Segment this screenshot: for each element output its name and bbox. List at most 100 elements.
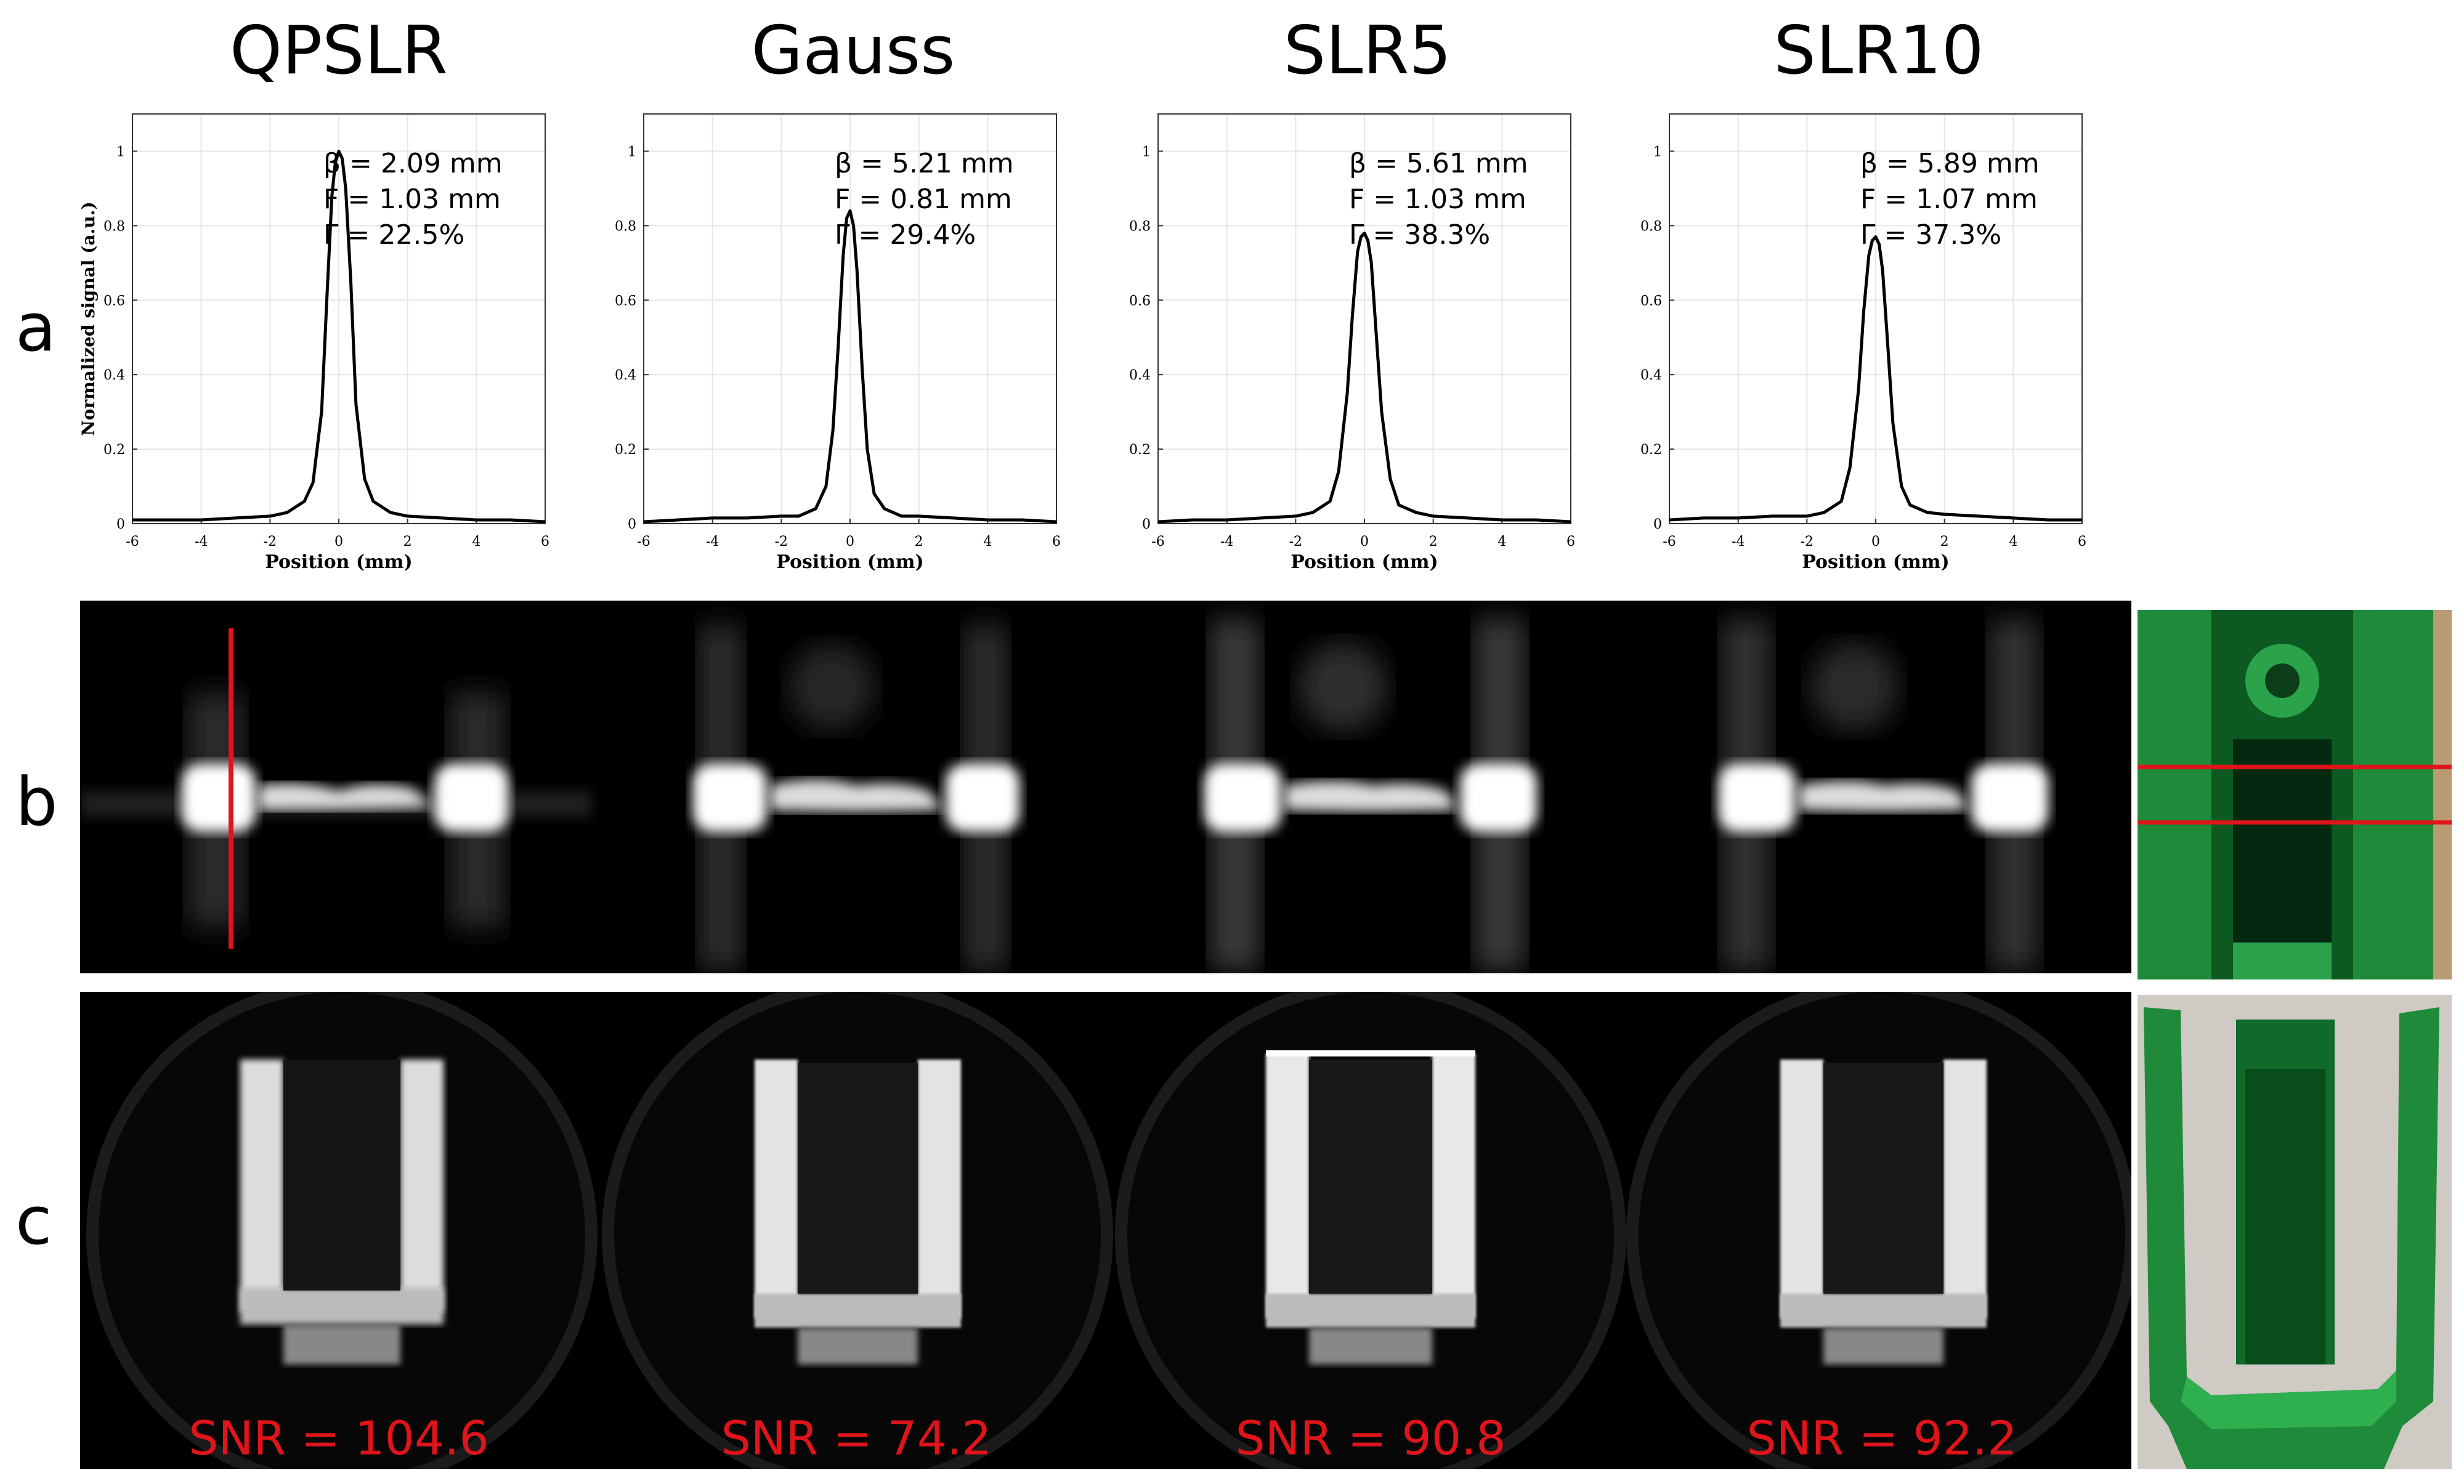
x-tick-label: -2: [264, 534, 277, 549]
y-tick-label: 0: [1653, 517, 1662, 532]
row-label-a: a: [15, 290, 57, 367]
x-tick-label: 6: [541, 534, 549, 549]
x-tick-label: 2: [403, 534, 412, 549]
y-tick-label: 0.8: [103, 219, 125, 234]
image-c-gauss: [602, 992, 1113, 1469]
snr-label-slr5: SNR = 90.8: [1235, 1411, 1506, 1466]
y-tick-label: 0.2: [1640, 442, 1662, 458]
y-axis-label: Normalized signal (a.u.): [78, 201, 99, 436]
annotation-text: F = 1.03 mm: [1349, 184, 1526, 215]
x-tick-label: 4: [983, 534, 992, 549]
annotation-text: Γ = 29.4%: [835, 219, 976, 251]
y-tick-label: 0.6: [1129, 293, 1151, 309]
snr-label-slr10: SNR = 92.2: [1746, 1411, 2017, 1466]
annotation-text: F = 1.07 mm: [1860, 184, 2038, 215]
column-title-gauss: Gauss: [751, 12, 955, 89]
x-tick-label: 0: [334, 534, 343, 549]
y-tick-label: 0: [116, 517, 125, 532]
y-tick-label: 0.6: [103, 293, 125, 309]
annotation-text: Γ = 22.5%: [323, 219, 464, 251]
annotation-text: β = 2.09 mm: [323, 148, 503, 179]
annotation-text: Γ = 38.3%: [1349, 219, 1490, 251]
x-tick-label: -2: [1801, 534, 1814, 549]
phantom-section-photo: [2138, 995, 2452, 1469]
x-tick-label: 2: [1429, 534, 1438, 549]
annotation-text: β = 5.21 mm: [835, 148, 1014, 179]
column-title-slr5: SLR5: [1283, 12, 1452, 89]
slice-profile-images: [80, 619, 2048, 970]
y-tick-label: 0: [1142, 517, 1151, 532]
y-tick-label: 1: [1142, 144, 1151, 160]
snr-label-qpslr: SNR = 104.6: [188, 1411, 489, 1466]
plot-2: -6 -4 -2 0 2 4 6 0 0.2 0.4 0.6 0.8 1 Position (mm) β =…: [1129, 113, 1575, 573]
annotation-text: β = 5.61 mm: [1349, 148, 1528, 179]
profile-curve: [132, 150, 546, 524]
x-tick-label: 2: [1940, 534, 1949, 549]
y-tick-label: 0.8: [1129, 219, 1151, 234]
axial-images: [86, 992, 2131, 1469]
y-tick-label: 0.2: [103, 442, 125, 458]
x-tick-label: -4: [195, 534, 208, 549]
y-tick-label: 1: [628, 144, 636, 160]
y-tick-label: 0.6: [615, 293, 636, 309]
slice-profile-plots: -6 -4 -2 0 2 4 6 0 0.2 0.4 0.6 0.8 1 Position (mm) Nor…: [78, 113, 2086, 573]
y-tick-label: 1: [1653, 144, 1662, 160]
x-tick-label: 4: [1497, 534, 1506, 549]
y-tick-label: 0.4: [615, 368, 636, 383]
x-axis-label: Position (mm): [776, 551, 923, 573]
image-c-slr10: [1626, 992, 2131, 1469]
y-tick-label: 1: [116, 144, 125, 160]
y-tick-label: 0.6: [1640, 293, 1662, 309]
x-tick-label: 2: [915, 534, 923, 549]
y-tick-label: 0: [628, 517, 636, 532]
x-tick-label: -2: [775, 534, 788, 549]
plot-1: -6 -4 -2 0 2 4 6 0 0.2 0.4 0.6 0.8 1 Position (mm) β =…: [615, 113, 1061, 573]
image-b-qpslr: [80, 628, 591, 949]
axial-image-strip: [80, 992, 2131, 1469]
x-tick-label: -2: [1289, 534, 1302, 549]
annotation-text: β = 5.89 mm: [1860, 148, 2040, 179]
plot-3: -6 -4 -2 0 2 4 6 0 0.2 0.4 0.6 0.8 1 Position (mm) β =…: [1640, 113, 2086, 573]
x-tick-label: -4: [1732, 534, 1745, 549]
y-tick-label: 0.2: [615, 442, 636, 458]
image-b-gauss: [693, 625, 1019, 970]
column-title-slr10: SLR10: [1773, 12, 1984, 89]
annotation-text: F = 1.03 mm: [323, 184, 501, 215]
x-tick-label: -4: [706, 534, 719, 549]
plot-0: -6 -4 -2 0 2 4 6 0 0.2 0.4 0.6 0.8 1 Position (mm) Nor…: [78, 113, 549, 573]
x-axis-label: Position (mm): [1802, 551, 1949, 573]
annotation-text: F = 0.81 mm: [835, 184, 1012, 215]
slice-profile-image-strip: [80, 601, 2131, 973]
x-tick-label: 4: [2009, 534, 2017, 549]
x-tick-label: 0: [1360, 534, 1369, 549]
y-tick-label: 0.2: [1129, 442, 1151, 458]
y-tick-label: 0.4: [1129, 368, 1151, 383]
column-title-qpslr: QPSLR: [230, 12, 448, 89]
x-tick-label: 6: [1052, 534, 1061, 549]
x-tick-label: 0: [1871, 534, 1880, 549]
x-tick-label: -6: [1663, 534, 1676, 549]
x-tick-label: -6: [126, 534, 139, 549]
image-b-slr10: [1719, 619, 2048, 970]
x-tick-label: 4: [472, 534, 480, 549]
phantom-top-view-photo: [2138, 610, 2452, 979]
annotation-text: Γ = 37.3%: [1860, 219, 2001, 251]
image-c-slr5: [1115, 992, 1626, 1469]
row-label-c: c: [15, 1183, 52, 1260]
x-tick-label: 6: [2078, 534, 2086, 549]
profile-curve: [1157, 232, 1571, 524]
y-tick-label: 0.4: [1640, 368, 1662, 383]
x-tick-label: -6: [637, 534, 650, 549]
profile-curve: [643, 209, 1057, 524]
x-axis-label: Position (mm): [265, 551, 412, 573]
x-tick-label: -4: [1220, 534, 1233, 549]
x-tick-label: -6: [1151, 534, 1164, 549]
image-b-slr5: [1204, 619, 1537, 970]
y-tick-label: 0.4: [103, 368, 125, 383]
image-c-qpslr: [86, 992, 598, 1469]
row-label-b: b: [15, 764, 58, 841]
x-tick-label: 0: [846, 534, 854, 549]
x-axis-label: Position (mm): [1291, 551, 1438, 573]
snr-label-gauss: SNR = 74.2: [721, 1411, 992, 1466]
profile-curve: [1669, 235, 2082, 522]
